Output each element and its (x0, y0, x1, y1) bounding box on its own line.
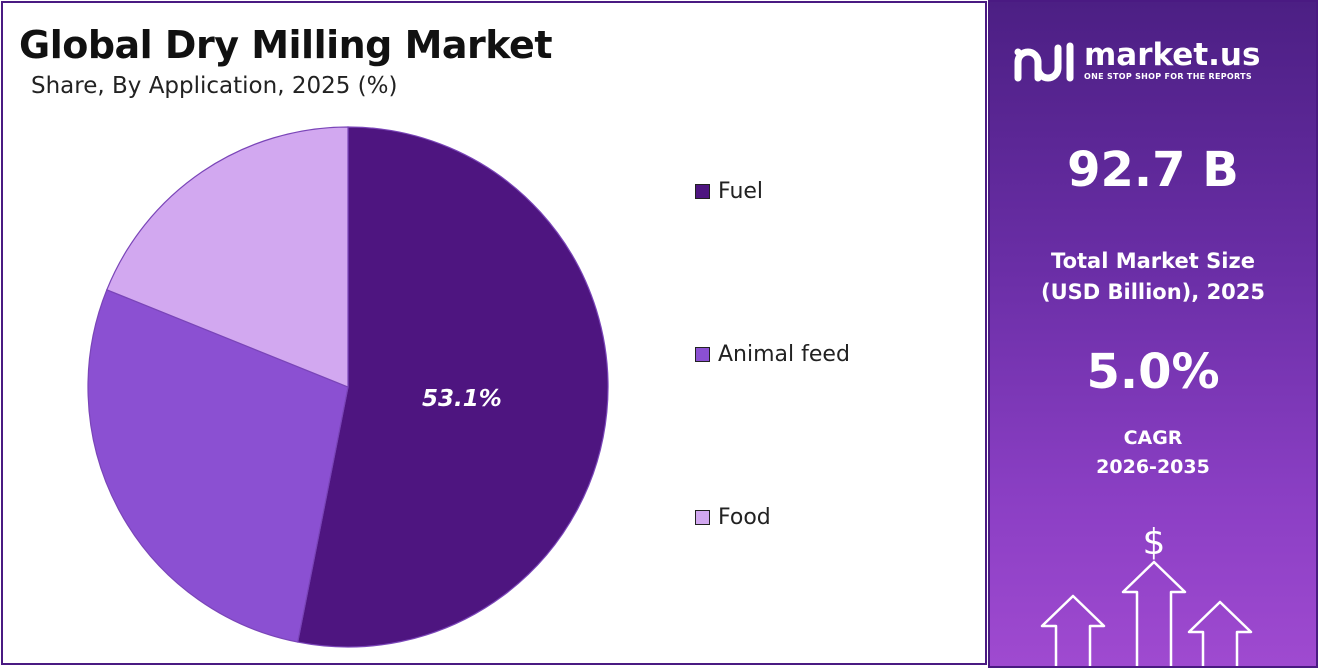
pie-slice-fuel (296, 126, 609, 648)
legend-swatch-fuel (695, 184, 710, 199)
pie-slice-food (106, 126, 349, 388)
arrow-up-right-icon (1187, 600, 1253, 666)
market-size-label-line1: Total Market Size (1051, 249, 1255, 273)
arrow-up-left-icon (1040, 594, 1106, 666)
market-us-logo-icon (1014, 42, 1074, 82)
dollar-sign-icon: $ (1143, 522, 1166, 563)
summary-panel: market.us ONE STOP SHOP FOR THE REPORTS … (988, 0, 1318, 668)
chart-panel: Global Dry Milling Market Share, By Appl… (1, 1, 987, 665)
growth-arrows-icon: $ (1040, 522, 1253, 666)
legend-label-animal-feed: Animal feed (718, 342, 850, 367)
legend-item-animal-feed: Animal feed (695, 342, 850, 367)
legend-item-fuel: Fuel (695, 179, 763, 204)
brand: market.us ONE STOP SHOP FOR THE REPORTS (1012, 38, 1260, 84)
pie-slice-animal-feed (87, 288, 349, 643)
legend-item-food: Food (695, 505, 771, 530)
cagr-label-line1: CAGR (1123, 427, 1183, 449)
cagr-value: 5.0% (1086, 344, 1220, 400)
legend-swatch-animal-feed (695, 347, 710, 362)
legend-label-fuel: Fuel (718, 179, 764, 204)
arrow-up-center-icon (1121, 560, 1187, 666)
chart-subtitle: Share, By Application, 2025 (%) (31, 73, 398, 99)
legend-swatch-food (695, 510, 710, 525)
legend-label-food: Food (718, 505, 771, 530)
market-size-label-line2: (USD Billion), 2025 (1040, 280, 1266, 304)
brand-tagline: ONE STOP SHOP FOR THE REPORTS (1084, 72, 1252, 81)
pie-chart: 53.1% (87, 126, 609, 648)
chart-title: Global Dry Milling Market (19, 23, 553, 67)
brand-name: market.us (1084, 37, 1261, 73)
market-size-value: 92.7 B (1067, 142, 1239, 198)
data-label-fuel: 53.1% (422, 386, 502, 412)
cagr-label-line2: 2026-2035 (1096, 456, 1210, 478)
